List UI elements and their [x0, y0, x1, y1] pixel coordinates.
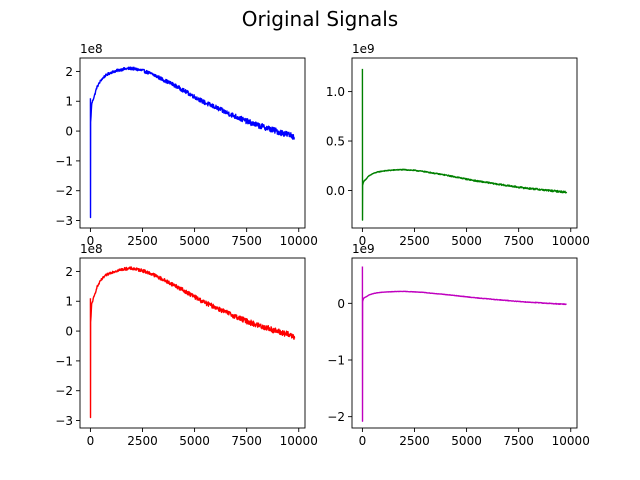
y-tick-label: 2: [65, 265, 73, 279]
subplot-bottom-left: 0 2500 5000 7500 10000 −3 −2 −1 0 1 2 1e8: [55, 242, 318, 448]
series-line: [361, 68, 568, 221]
y-offset-label: 1e8: [80, 42, 103, 56]
x-tick-label: 5000: [179, 234, 210, 248]
x-tick-label: 10000: [280, 434, 318, 448]
y-tick-label: 0: [337, 297, 345, 311]
y-tick-label: −2: [55, 384, 73, 398]
figure-title: Original Signals: [242, 7, 398, 31]
x-tick-label: 5000: [451, 434, 482, 448]
axes-frame: [351, 57, 578, 229]
series-line: [89, 66, 295, 219]
axes-frame: [79, 257, 306, 429]
y-tick-label: 0.5: [326, 135, 345, 149]
x-tick-label: 5000: [451, 234, 482, 248]
series-line: [89, 266, 296, 419]
subplot-top-left: 0 2500 5000 7500 10000 −3 −2 −1 0 1 2 1e8: [55, 42, 318, 248]
y-tick-label: −3: [55, 214, 73, 228]
y-tick-label: 1: [65, 95, 73, 109]
y-tick-label: 1.0: [326, 85, 345, 99]
x-tick-label: 2500: [399, 434, 430, 448]
x-tick-label: 0: [359, 434, 367, 448]
y-tick-label: −2: [327, 410, 345, 424]
x-tick-label: 2500: [127, 234, 158, 248]
y-tick-label: −2: [55, 184, 73, 198]
axes-frame: [79, 57, 306, 229]
x-tick-label: 5000: [179, 434, 210, 448]
axes-frame: [351, 257, 578, 429]
y-tick-label: −3: [55, 414, 73, 428]
x-tick-label: 7500: [503, 434, 534, 448]
x-tick-label: 10000: [552, 234, 590, 248]
x-tick-label: 7500: [503, 234, 534, 248]
series-line: [361, 266, 567, 422]
y-offset-label: 1e9: [352, 242, 375, 256]
x-tick-label: 7500: [231, 234, 262, 248]
y-tick-label: 0: [65, 125, 73, 139]
x-tick-label: 10000: [280, 234, 318, 248]
x-tick-label: 10000: [552, 434, 590, 448]
subplot-top-right: 0 2500 5000 7500 10000 0.0 0.5 1.0 1e9: [326, 42, 590, 248]
y-tick-label: 2: [65, 65, 73, 79]
y-offset-label: 1e9: [352, 42, 375, 56]
y-tick-label: 1: [65, 295, 73, 309]
x-tick-label: 2500: [399, 234, 430, 248]
y-tick-label: 0.0: [326, 184, 345, 198]
y-tick-label: −1: [55, 354, 73, 368]
y-tick-label: −1: [327, 354, 345, 368]
y-offset-label: 1e8: [80, 242, 103, 256]
x-tick-label: 0: [359, 234, 367, 248]
x-tick-label: 0: [87, 234, 95, 248]
x-tick-label: 7500: [231, 434, 262, 448]
subplot-bottom-right: 0 2500 5000 7500 10000 −2 −1 0 1e9: [327, 242, 590, 448]
x-tick-label: 0: [87, 434, 95, 448]
y-tick-label: −1: [55, 154, 73, 168]
y-tick-label: 0: [65, 325, 73, 339]
x-tick-label: 2500: [127, 434, 158, 448]
